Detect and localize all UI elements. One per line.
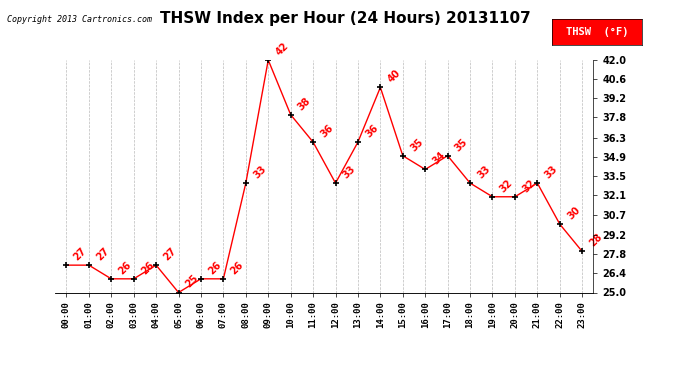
Text: 26: 26 <box>229 260 246 276</box>
Text: THSW  (°F): THSW (°F) <box>566 27 628 37</box>
Text: 25: 25 <box>184 273 201 290</box>
Text: 36: 36 <box>319 123 335 139</box>
Text: 34: 34 <box>431 150 447 166</box>
Text: 30: 30 <box>565 205 582 221</box>
Text: 28: 28 <box>588 232 604 249</box>
Text: 27: 27 <box>161 246 178 262</box>
Text: 33: 33 <box>251 164 268 180</box>
Text: Copyright 2013 Cartronics.com: Copyright 2013 Cartronics.com <box>7 15 152 24</box>
Text: 40: 40 <box>386 68 402 85</box>
Text: 32: 32 <box>498 177 515 194</box>
Text: 35: 35 <box>408 136 425 153</box>
Text: 26: 26 <box>139 260 156 276</box>
Text: 26: 26 <box>206 260 223 276</box>
Text: 26: 26 <box>117 260 133 276</box>
Text: 35: 35 <box>453 136 470 153</box>
Text: 42: 42 <box>274 40 290 57</box>
Text: 33: 33 <box>543 164 560 180</box>
Text: 36: 36 <box>364 123 380 139</box>
Text: 32: 32 <box>520 177 537 194</box>
Text: 38: 38 <box>296 95 313 112</box>
Text: 33: 33 <box>475 164 492 180</box>
Text: THSW Index per Hour (24 Hours) 20131107: THSW Index per Hour (24 Hours) 20131107 <box>159 11 531 26</box>
Text: 27: 27 <box>72 246 88 262</box>
Text: 33: 33 <box>341 164 357 180</box>
Text: 27: 27 <box>95 246 111 262</box>
